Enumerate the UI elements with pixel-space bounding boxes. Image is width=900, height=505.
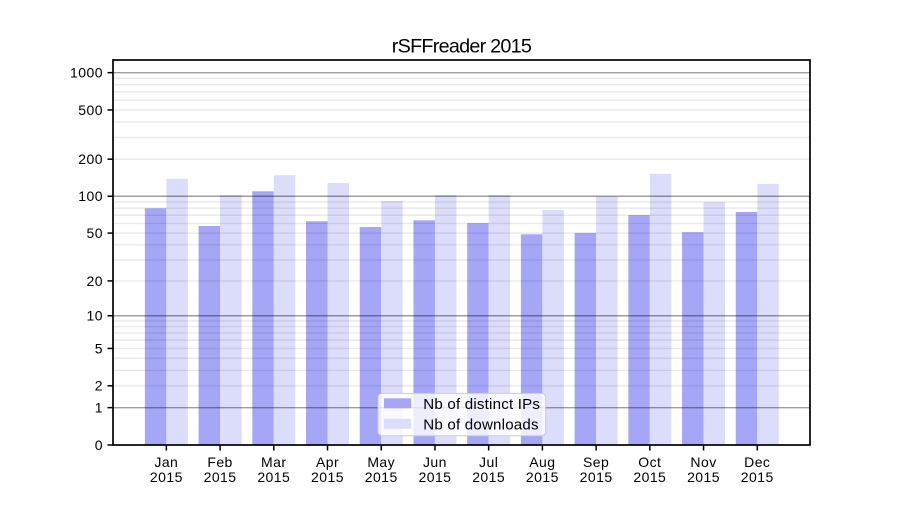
svg-text:2015: 2015 — [472, 469, 505, 485]
svg-text:2: 2 — [95, 378, 103, 394]
svg-text:Aug: Aug — [529, 454, 555, 470]
svg-text:Oct: Oct — [638, 454, 661, 470]
svg-text:Nb of distinct IPs: Nb of distinct IPs — [423, 396, 540, 413]
svg-text:Sep: Sep — [583, 454, 609, 470]
svg-text:Apr: Apr — [316, 454, 339, 470]
svg-text:0: 0 — [95, 437, 103, 453]
svg-text:1000: 1000 — [70, 65, 103, 81]
svg-text:1: 1 — [95, 400, 103, 416]
svg-text:2015: 2015 — [150, 469, 183, 485]
svg-text:500: 500 — [78, 102, 103, 118]
svg-text:Jul: Jul — [479, 454, 498, 470]
svg-text:2015: 2015 — [580, 469, 613, 485]
svg-text:Feb: Feb — [207, 454, 232, 470]
svg-text:2015: 2015 — [687, 469, 720, 485]
svg-text:Jan: Jan — [154, 454, 178, 470]
svg-text:2015: 2015 — [526, 469, 559, 485]
svg-text:Dec: Dec — [744, 454, 770, 470]
svg-text:Jun: Jun — [423, 454, 447, 470]
svg-text:Mar: Mar — [261, 454, 286, 470]
svg-text:5: 5 — [95, 340, 103, 356]
svg-text:rSFFreader 2015: rSFFreader 2015 — [392, 35, 532, 57]
svg-text:2015: 2015 — [418, 469, 451, 485]
svg-text:2015: 2015 — [257, 469, 290, 485]
svg-text:200: 200 — [78, 151, 103, 167]
svg-text:2015: 2015 — [311, 469, 344, 485]
svg-text:100: 100 — [78, 188, 103, 204]
svg-text:20: 20 — [87, 273, 103, 289]
svg-text:2015: 2015 — [741, 469, 774, 485]
svg-text:2015: 2015 — [365, 469, 398, 485]
svg-text:10: 10 — [87, 308, 103, 324]
svg-text:50: 50 — [87, 225, 103, 241]
svg-text:2015: 2015 — [204, 469, 237, 485]
svg-text:Nov: Nov — [690, 454, 716, 470]
svg-text:Nb of downloads: Nb of downloads — [423, 417, 538, 434]
svg-text:2015: 2015 — [633, 469, 666, 485]
svg-text:May: May — [367, 454, 395, 470]
